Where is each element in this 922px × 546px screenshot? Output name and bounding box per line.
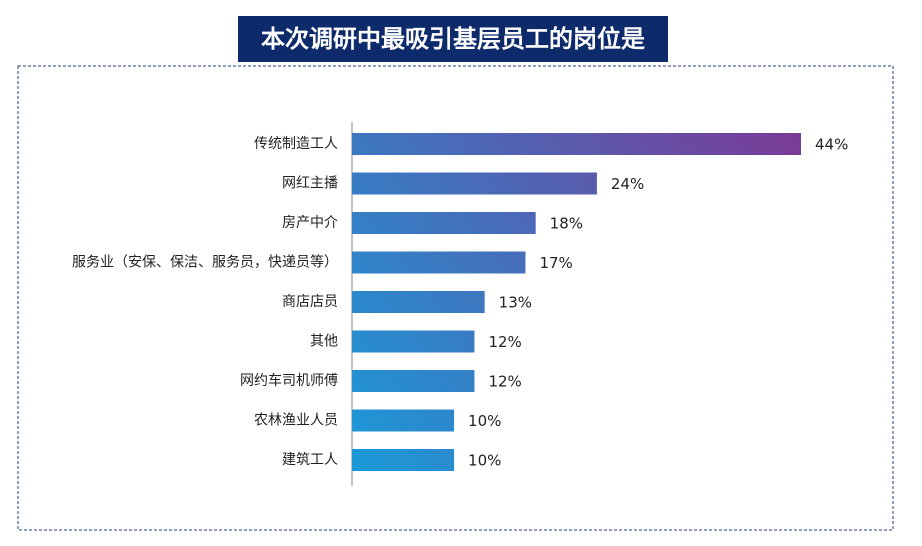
value-label: 13% [499, 294, 532, 312]
bar [352, 409, 455, 432]
value-label: 17% [539, 254, 572, 272]
title-box [238, 16, 668, 62]
category-label: 建筑工人 [282, 452, 338, 468]
bar [352, 370, 475, 392]
bar [352, 330, 475, 353]
category-label: 网红主播 [282, 176, 338, 192]
bar [352, 449, 455, 471]
bar [352, 251, 526, 274]
value-label: 10% [468, 452, 501, 470]
chart-title: 本次调研中最吸引基层员工的岗位是 [261, 25, 645, 53]
category-label: 房产中介 [282, 215, 338, 231]
bar [352, 291, 485, 313]
value-label: 24% [611, 175, 644, 193]
category-label: 其他 [310, 334, 338, 350]
value-label: 18% [550, 215, 583, 233]
chart-frame [17, 65, 894, 531]
category-label: 网约车司机师傅 [240, 372, 338, 389]
category-label: 服务业（安保、保洁、服务员，快递员等） [72, 254, 338, 271]
value-label: 12% [488, 333, 521, 351]
value-label: 12% [488, 373, 521, 391]
bar [352, 212, 536, 234]
category-label: 商店店员 [282, 294, 338, 310]
value-label: 44% [815, 136, 848, 154]
category-label: 传统制造工人 [254, 136, 338, 152]
value-label: 10% [468, 412, 501, 430]
bar [352, 133, 801, 155]
bar [352, 172, 597, 195]
category-label: 农林渔业人员 [254, 413, 338, 429]
